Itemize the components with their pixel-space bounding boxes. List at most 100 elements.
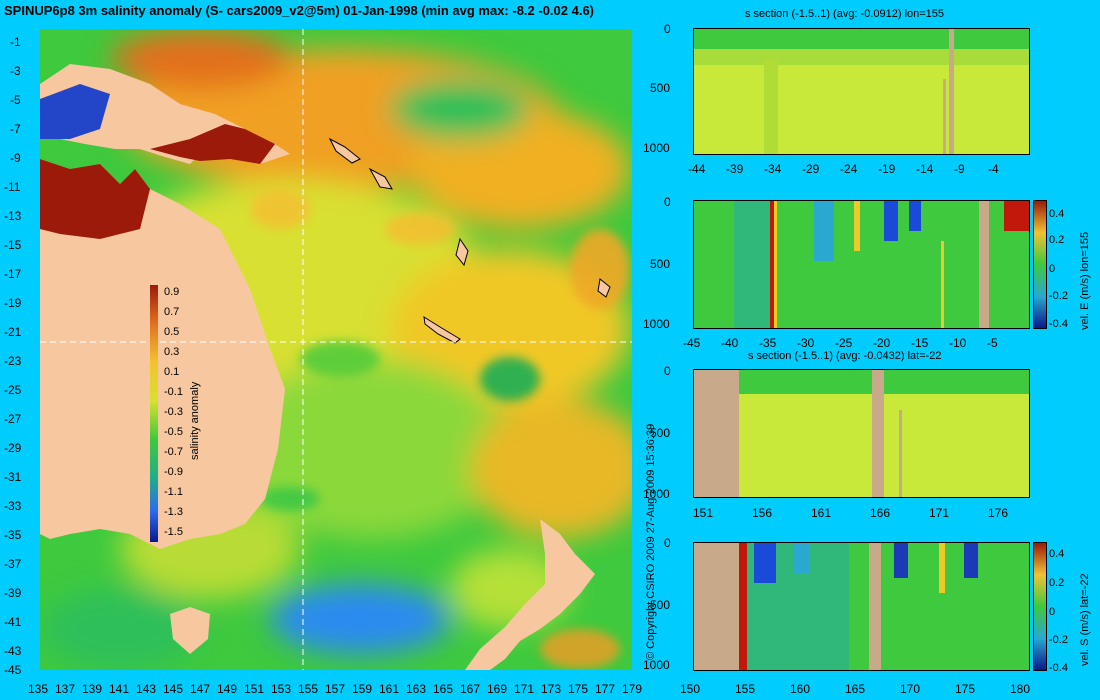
cb-tick: 0.5 [164, 326, 180, 338]
lon-tick: 153 [271, 682, 292, 696]
p2-ytick: 1000 [643, 317, 670, 331]
lat-tick: -23 [4, 354, 22, 368]
p2-ytick: 500 [650, 257, 671, 271]
p4-cb-tick: 0 [1049, 606, 1056, 618]
panel-2-xaxis: -45 -40 -35 -30 -25 -20 -15 -10 -5 [683, 336, 1028, 352]
map-colorbar-title: salinity anomaly [189, 381, 201, 460]
lon-tick: 147 [190, 682, 211, 696]
cb-tick: -0.3 [164, 406, 183, 418]
panel-3-title: s section (-1.5..1) (avg: -0.0432) lat=-… [748, 350, 942, 362]
lon-tick: 165 [433, 682, 454, 696]
lon-tick: 137 [55, 682, 76, 696]
cb-tick: -0.5 [164, 426, 183, 438]
lat-tick: -11 [4, 180, 21, 194]
panel-2-colorbar-title: vel. E (m/s) lon=155 [1079, 231, 1091, 330]
p1-xtick: -19 [878, 162, 896, 176]
lon-tick: 171 [514, 682, 535, 696]
lat-tick: -5 [10, 93, 21, 107]
p4-xtick: 150 [680, 682, 701, 696]
p4-cb-tick: -0.4 [1049, 662, 1068, 674]
lon-tick: 157 [325, 682, 346, 696]
cb-tick: 0.9 [164, 286, 180, 298]
p4-xtick: 165 [845, 682, 866, 696]
lat-tick: -27 [4, 412, 22, 426]
salinity-map [40, 29, 632, 670]
p4-ytick: 1000 [643, 658, 670, 672]
lat-tick: -13 [4, 209, 22, 223]
cb-tick: -0.1 [164, 386, 183, 398]
panel-2-colorbar [1033, 200, 1047, 329]
p2-xtick: -45 [683, 336, 701, 350]
p3-xtick: 151 [693, 506, 714, 520]
panel-4-xaxis: 150 155 160 165 170 175 180 [680, 682, 1040, 698]
page-title: SPINUP6p8 3m salinity anomaly (S- cars20… [4, 3, 595, 18]
p2-xtick: -5 [987, 336, 998, 350]
p1-ytick: 1000 [643, 141, 670, 155]
map-lon-axis: 135 137 139 141 143 145 147 149 151 153 … [28, 682, 648, 698]
lon-tick: 159 [352, 682, 373, 696]
lat-tick: -9 [10, 151, 21, 165]
p4-xtick: 155 [735, 682, 756, 696]
p1-xtick: -34 [764, 162, 782, 176]
p3-xtick: 171 [929, 506, 950, 520]
lat-tick: -45 [4, 663, 22, 677]
lat-tick: -3 [10, 64, 21, 78]
p2-xtick: -25 [835, 336, 853, 350]
cb-tick: -1.3 [164, 506, 183, 518]
lon-tick: 161 [379, 682, 400, 696]
p2-cb-tick: 0 [1049, 263, 1056, 275]
p2-xtick: -35 [759, 336, 777, 350]
p4-cb-tick: 0.4 [1049, 548, 1065, 560]
lon-tick: 179 [622, 682, 643, 696]
lat-tick: -41 [4, 615, 22, 629]
p1-xtick: -29 [802, 162, 820, 176]
lon-tick: 143 [136, 682, 157, 696]
p2-ytick: 0 [664, 195, 671, 209]
lon-tick: 151 [244, 682, 265, 696]
p4-ytick: 500 [650, 598, 671, 612]
p2-cb-tick: 0.2 [1049, 234, 1065, 246]
p3-xtick: 156 [752, 506, 773, 520]
lat-tick: -17 [4, 267, 22, 281]
panel-3-plot [693, 369, 1030, 498]
p1-xtick: -9 [954, 162, 965, 176]
p2-cb-tick: -0.2 [1049, 290, 1068, 302]
p1-ytick: 500 [650, 81, 671, 95]
p3-ytick: 0 [664, 364, 671, 378]
lon-tick: 173 [541, 682, 562, 696]
lon-tick: 149 [217, 682, 238, 696]
cb-tick: -1.5 [164, 526, 183, 538]
copyright-note: © Copyright CSIRO 2009 27-Aug-2009 15:36… [645, 423, 657, 660]
lat-tick: -33 [4, 499, 22, 513]
lon-tick: 167 [460, 682, 481, 696]
p1-xtick: -14 [916, 162, 934, 176]
cb-tick: -1.1 [164, 486, 183, 498]
lon-tick: 175 [568, 682, 589, 696]
lat-tick: -29 [4, 441, 22, 455]
panel-4-colorbar [1033, 542, 1047, 671]
p3-xtick: 176 [988, 506, 1009, 520]
cb-tick: -0.9 [164, 466, 183, 478]
p2-xtick: -40 [721, 336, 739, 350]
lat-tick: -43 [4, 644, 22, 658]
p3-xtick: 166 [870, 506, 891, 520]
p4-xtick: 175 [955, 682, 976, 696]
lat-tick: -31 [4, 470, 22, 484]
lat-tick: -25 [4, 383, 22, 397]
p2-xtick: -15 [911, 336, 929, 350]
p2-xtick: -30 [797, 336, 815, 350]
p1-ytick: 0 [664, 22, 671, 36]
lon-tick: 155 [298, 682, 319, 696]
cb-tick: 0.1 [164, 366, 180, 378]
lon-tick: 135 [28, 682, 49, 696]
p2-cb-tick: 0.4 [1049, 208, 1065, 220]
lat-tick: -15 [4, 238, 22, 252]
panel-1-title: s section (-1.5..1) (avg: -0.0912) lon=1… [745, 8, 945, 20]
lat-tick: -21 [4, 325, 22, 339]
lon-tick: 145 [163, 682, 184, 696]
p3-xtick: 161 [811, 506, 832, 520]
map-colorbar [150, 285, 158, 542]
p4-ytick: 0 [664, 536, 671, 550]
cb-tick: -0.7 [164, 446, 183, 458]
panel-4-colorbar-title: vel. S (m/s) lat=-22 [1079, 573, 1091, 666]
